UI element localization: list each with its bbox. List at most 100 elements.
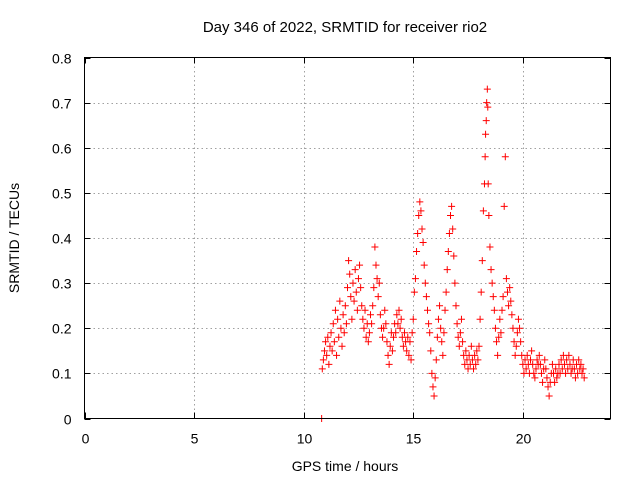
data-point [482, 130, 490, 138]
y-tick-label: 0.1 [52, 366, 72, 382]
data-point [413, 248, 421, 256]
data-point [376, 311, 384, 319]
data-point [566, 360, 574, 368]
data-point [497, 329, 505, 337]
y-tick-label: 0 [64, 412, 72, 428]
data-point [567, 369, 575, 377]
data-point [383, 338, 391, 346]
data-point [448, 202, 456, 210]
data-point [541, 356, 549, 364]
data-point [348, 315, 356, 323]
data-point [489, 293, 497, 301]
data-point [434, 315, 442, 323]
data-point [354, 275, 362, 283]
data-point [419, 239, 427, 247]
data-point [432, 356, 440, 364]
data-point [351, 266, 359, 274]
data-point [411, 275, 419, 283]
data-point [327, 329, 335, 337]
data-point [477, 288, 485, 296]
data-point [357, 284, 365, 292]
data-point [320, 347, 328, 355]
data-point [580, 374, 588, 382]
data-point [318, 365, 326, 373]
data-point [437, 324, 445, 332]
data-point [508, 311, 516, 319]
data-point [443, 266, 451, 274]
data-point [349, 279, 357, 287]
y-tick-label: 0.2 [52, 321, 72, 337]
data-point [347, 293, 355, 301]
data-point [506, 284, 514, 292]
x-tick-label: 5 [191, 431, 199, 447]
data-point [361, 306, 369, 314]
data-point [430, 392, 438, 400]
data-point [352, 288, 360, 296]
y-tick-label: 0.8 [52, 51, 72, 67]
data-point [483, 85, 491, 93]
data-point [423, 306, 431, 314]
data-point [395, 306, 403, 314]
data-point [453, 320, 461, 328]
data-point [334, 315, 342, 323]
data-point [394, 320, 402, 328]
data-point [531, 374, 539, 382]
data-point [500, 202, 508, 210]
data-point [353, 306, 361, 314]
data-point [498, 306, 506, 314]
data-point [474, 356, 482, 364]
data-point [499, 293, 507, 301]
data-point [415, 211, 423, 219]
data-point [456, 329, 464, 337]
data-point [400, 329, 408, 337]
data-point [416, 198, 424, 206]
data-point [523, 351, 531, 359]
data-point [496, 315, 504, 323]
data-point [331, 306, 339, 314]
data-point [418, 225, 426, 233]
data-point [342, 320, 350, 328]
data-point [338, 342, 346, 350]
data-point [483, 99, 491, 107]
y-tick-label: 0.3 [52, 276, 72, 292]
data-point [422, 293, 430, 301]
data-point [473, 347, 481, 355]
data-point [577, 360, 585, 368]
data-points [318, 85, 588, 422]
data-point [439, 351, 447, 359]
data-point [440, 329, 448, 337]
data-point [386, 342, 394, 350]
data-point [364, 338, 372, 346]
data-point [509, 324, 517, 332]
data-point [324, 333, 332, 341]
data-point [368, 320, 376, 328]
data-point [341, 302, 349, 310]
data-point [345, 257, 353, 265]
data-point [539, 378, 547, 386]
data-point [381, 306, 389, 314]
data-point [326, 342, 334, 350]
data-point [367, 311, 375, 319]
data-point [373, 275, 381, 283]
data-point [358, 302, 366, 310]
data-point [552, 365, 560, 373]
data-point [543, 374, 551, 382]
data-point [578, 369, 586, 377]
data-point [442, 288, 450, 296]
y-tick-label: 0.5 [52, 186, 72, 202]
data-point [535, 351, 543, 359]
data-point [371, 243, 379, 251]
data-point [462, 347, 470, 355]
data-point [495, 333, 503, 341]
data-point [397, 315, 405, 323]
data-point [425, 320, 433, 328]
data-point [527, 356, 535, 364]
data-point [380, 324, 388, 332]
data-point [579, 365, 587, 373]
data-point [359, 315, 367, 323]
data-point [360, 324, 368, 332]
data-point [487, 266, 495, 274]
data-point [340, 329, 348, 337]
x-tick-label: 20 [516, 431, 532, 447]
data-point [478, 257, 486, 265]
